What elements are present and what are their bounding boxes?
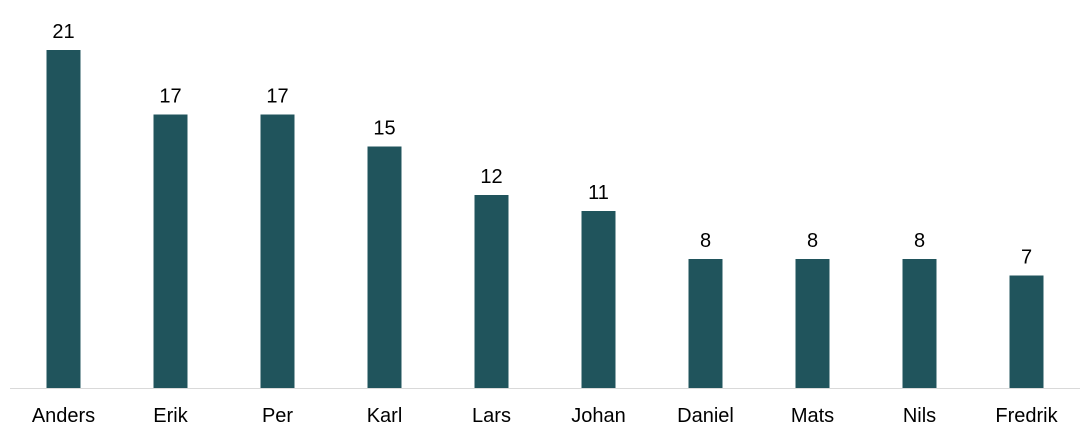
x-tick-label-johan: Johan bbox=[571, 405, 626, 427]
x-tick-label-anders: Anders bbox=[32, 405, 95, 427]
bars-group bbox=[46, 50, 1044, 389]
x-tick-label-lars: Lars bbox=[472, 405, 511, 427]
data-label-daniel: 8 bbox=[700, 230, 711, 252]
x-tick-label-daniel: Daniel bbox=[677, 405, 734, 427]
data-label-mats: 8 bbox=[807, 230, 818, 252]
data-label-lars: 12 bbox=[480, 166, 502, 188]
data-label-erik: 17 bbox=[159, 85, 181, 107]
data-label-nils: 8 bbox=[914, 230, 925, 252]
x-tick-labels-group: Anders Erik Per Karl Lars Johan Daniel Mats Nils… bbox=[32, 405, 1059, 427]
bar-fredrik bbox=[1009, 275, 1044, 388]
x-tick-label-erik: Erik bbox=[153, 405, 188, 427]
bar-lars bbox=[474, 194, 509, 388]
bar-daniel bbox=[688, 259, 723, 388]
bar-mats bbox=[795, 259, 830, 388]
bar-per bbox=[260, 114, 295, 389]
bar-karl bbox=[367, 146, 402, 388]
data-label-karl: 15 bbox=[373, 118, 395, 140]
data-label-johan: 11 bbox=[588, 182, 609, 204]
x-tick-label-fredrik: Fredrik bbox=[995, 405, 1058, 427]
data-label-per: 17 bbox=[266, 85, 288, 107]
x-tick-label-karl: Karl bbox=[367, 405, 403, 427]
data-label-anders: 21 bbox=[52, 21, 74, 43]
bar-anders bbox=[46, 50, 81, 388]
bar-johan bbox=[581, 211, 616, 388]
data-label-fredrik: 7 bbox=[1021, 246, 1032, 268]
data-labels-group: 21 17 17 15 12 11 8 8 8 7 bbox=[52, 21, 1032, 268]
bar-erik bbox=[153, 114, 188, 389]
x-tick-label-nils: Nils bbox=[903, 405, 936, 427]
bar-nils bbox=[902, 259, 937, 388]
x-tick-label-mats: Mats bbox=[791, 405, 834, 427]
x-tick-label-per: Per bbox=[262, 405, 293, 427]
